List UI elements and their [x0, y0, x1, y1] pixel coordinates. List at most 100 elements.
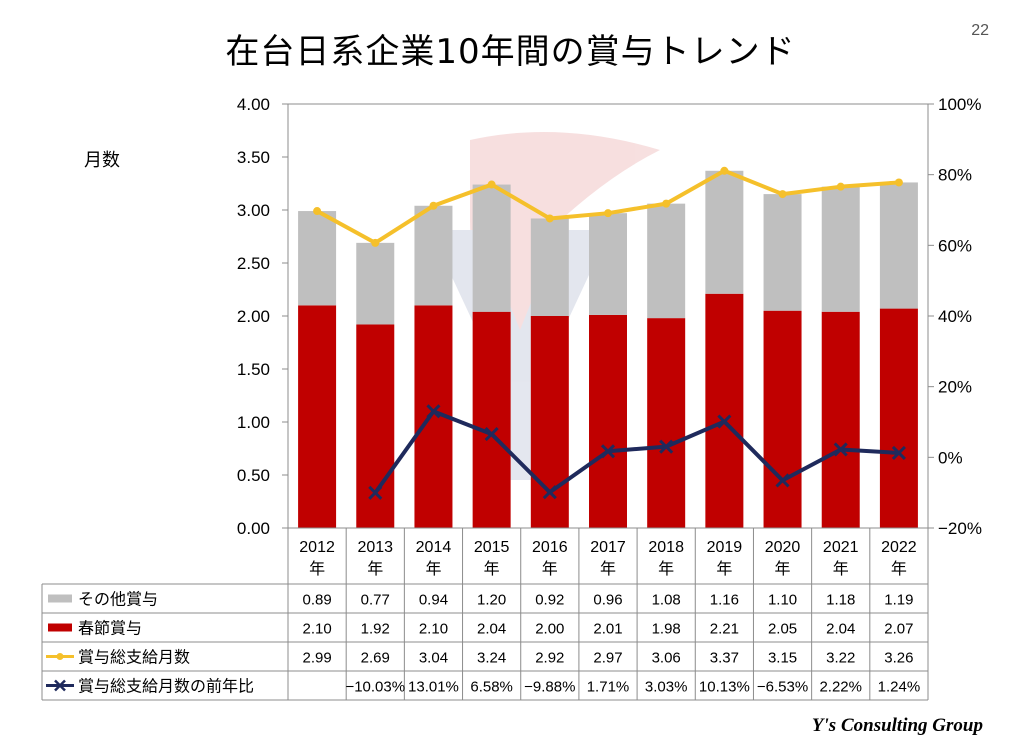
x-tick-suffix: 年: [309, 560, 325, 578]
y2-tick-label: 0%: [938, 448, 963, 467]
legend-key-marker: [54, 679, 66, 692]
point-賞与総支給月数: [371, 238, 380, 247]
x-tick-year: 2015: [474, 539, 510, 556]
x-tick-label: 2015 年: [474, 539, 510, 578]
legend-label: 賞与総支給月数の前年比: [78, 678, 254, 696]
x-tick-year: 2021: [823, 539, 859, 556]
y-tick-label: 4.00: [237, 95, 270, 114]
x-tick-label: 2021 年: [823, 539, 859, 578]
y2-tick-label: 20%: [938, 378, 972, 397]
bar-その他賞与: [472, 184, 511, 312]
data-label: 1.71%: [587, 679, 630, 696]
point-賞与総支給月数: [836, 182, 845, 191]
bar-その他賞与: [763, 194, 802, 311]
bar-春節賞与: [821, 311, 860, 528]
data-label: 1.19: [884, 592, 913, 609]
legend-key-春節賞与: [48, 623, 72, 632]
data-label: 1.10: [768, 592, 797, 609]
data-label: 2.92: [535, 650, 564, 667]
footer-brand: Y's Consulting Group: [811, 715, 983, 736]
legend-label: その他賞与: [78, 591, 158, 609]
y-tick-label: 2.00: [237, 307, 270, 326]
line-前年比: [373, 409, 900, 495]
x-tick-year: 2017: [590, 539, 626, 556]
bar-春節賞与: [763, 310, 802, 528]
data-label: 1.98: [652, 621, 681, 638]
legend-label: 春節賞与: [78, 620, 142, 638]
x-tick-label: 2013 年: [357, 539, 393, 578]
y-tick-label: 1.00: [237, 413, 270, 432]
bar-春節賞与: [589, 314, 627, 528]
data-label: 1.16: [710, 592, 739, 609]
y2-tick-label: 100%: [938, 95, 981, 114]
data-label: 2.04: [477, 621, 506, 638]
data-label: 3.15: [768, 650, 797, 667]
data-label: 0.92: [535, 592, 564, 609]
y2-tick-label: −20%: [938, 519, 982, 538]
x-tick-year: 2020: [765, 539, 801, 556]
bar-その他賞与: [298, 211, 337, 306]
bar-その他賞与: [647, 203, 686, 319]
data-label: −10.03%: [345, 679, 405, 696]
x-tick-suffix: 年: [367, 560, 383, 578]
y-tick-label: 0.00: [237, 519, 270, 538]
x-tick-year: 2018: [648, 539, 684, 556]
data-label: 0.89: [302, 592, 331, 609]
data-label: 3.24: [477, 650, 506, 667]
data-label: −9.88%: [524, 679, 575, 696]
data-label: 1.20: [477, 592, 506, 609]
data-label: 1.18: [826, 592, 855, 609]
bar-春節賞与: [472, 311, 511, 528]
x-tick-suffix: 年: [542, 560, 558, 578]
y-tick-label: 3.50: [237, 148, 270, 167]
data-label: 1.24%: [878, 679, 921, 696]
data-label: 2.10: [302, 621, 331, 638]
x-tick-label: 2020 年: [765, 539, 801, 578]
point-賞与総支給月数: [545, 214, 554, 223]
x-tick-suffix: 年: [658, 560, 674, 578]
data-label: −6.53%: [757, 679, 808, 696]
point-前年比: [659, 439, 674, 454]
data-label: 2.05: [768, 621, 797, 638]
x-tick-label: 2017 年: [590, 539, 626, 578]
data-label: 2.69: [361, 650, 390, 667]
bar-その他賞与: [705, 170, 744, 294]
bar-その他賞与: [589, 213, 627, 315]
data-label: 2.10: [419, 621, 448, 638]
x-tick-label: 2019 年: [707, 539, 743, 578]
x-tick-year: 2019: [707, 539, 743, 556]
bar-春節賞与: [879, 308, 918, 528]
bar-春節賞与: [356, 324, 395, 528]
data-label: 2.22%: [819, 679, 862, 696]
x-tick-suffix: 年: [600, 560, 616, 578]
bar-その他賞与: [530, 218, 569, 316]
data-label: 2.07: [884, 621, 913, 638]
point-前年比: [542, 485, 557, 500]
x-tick-suffix: 年: [484, 560, 500, 578]
data-label: 10.13%: [699, 679, 750, 696]
x-tick-label: 2012 年: [299, 539, 335, 578]
bar-その他賞与: [879, 182, 918, 309]
legend-label: 賞与総支給月数: [78, 649, 190, 667]
y2-tick-label: 60%: [938, 236, 972, 255]
data-label: 2.99: [302, 650, 331, 667]
data-label: 2.01: [593, 621, 622, 638]
legend-key-marker: [56, 653, 64, 660]
data-label: 6.58%: [470, 679, 513, 696]
x-tick-suffix: 年: [833, 560, 849, 578]
point-前年比: [775, 473, 790, 488]
y-tick-label: 2.50: [237, 254, 270, 273]
point-前年比: [368, 485, 383, 500]
point-賞与総支給月数: [487, 180, 496, 189]
point-賞与総支給月数: [720, 166, 729, 175]
x-tick-label: 2018 年: [648, 539, 684, 578]
point-前年比: [833, 442, 848, 457]
y2-tick-label: 80%: [938, 166, 972, 185]
y-tick-label: 3.00: [237, 201, 270, 220]
data-label: 2.04: [826, 621, 855, 638]
bar-春節賞与: [298, 305, 337, 528]
data-label: 3.06: [652, 650, 681, 667]
y-tick-label: 0.50: [237, 466, 270, 485]
x-tick-year: 2022: [881, 539, 917, 556]
